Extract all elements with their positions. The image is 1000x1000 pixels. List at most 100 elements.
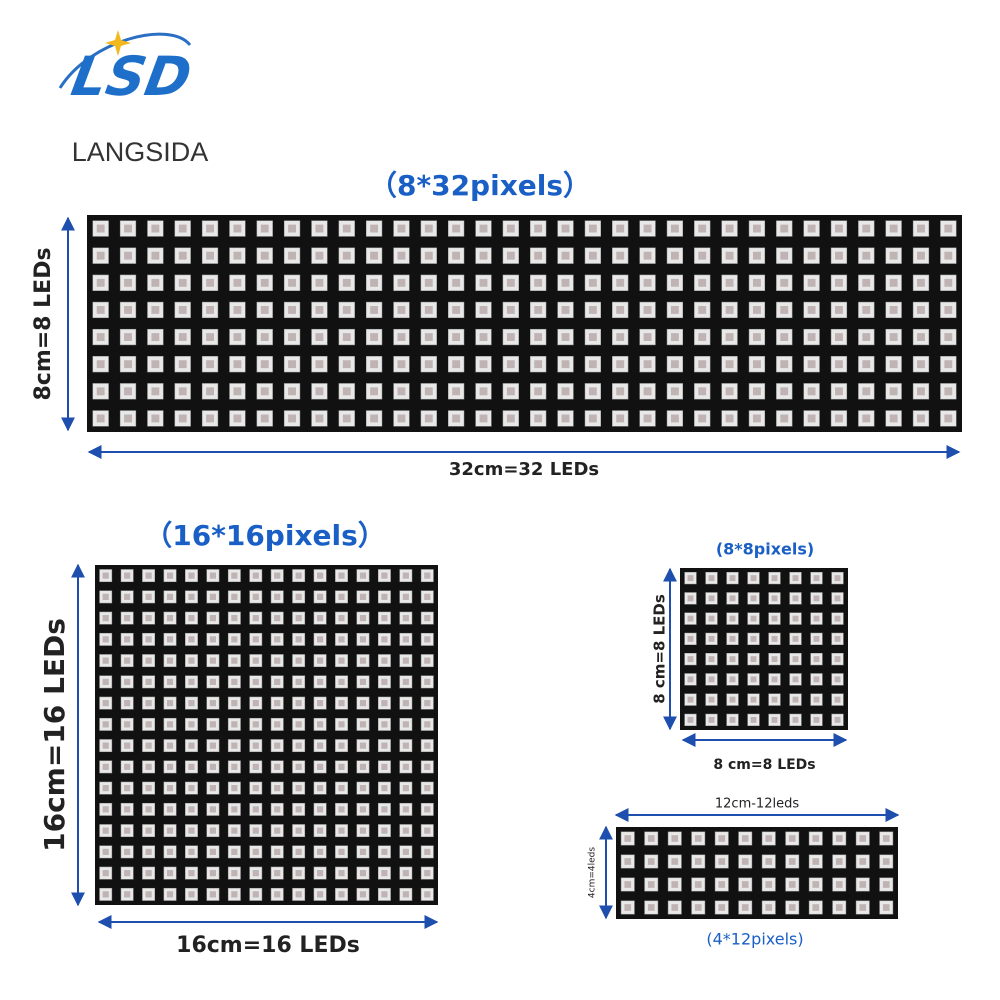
led-chip <box>812 904 820 911</box>
led-chip <box>145 827 152 834</box>
led-chip <box>124 700 131 707</box>
led-chip <box>698 306 707 314</box>
led-chip <box>402 615 409 622</box>
led-chip <box>397 306 406 314</box>
led-chip <box>315 360 324 369</box>
led-chip <box>102 870 109 877</box>
led-chip <box>792 595 799 602</box>
led-chip <box>670 306 679 314</box>
led-chip <box>370 387 379 396</box>
led-chip <box>317 763 324 770</box>
led-chip <box>124 721 131 728</box>
led-chip <box>145 657 152 664</box>
led-chip <box>882 904 890 911</box>
height-label: 4cm=4leds <box>588 847 598 898</box>
led-chip <box>295 700 302 707</box>
led-chip <box>206 278 214 287</box>
led-chip <box>788 835 796 842</box>
led-chip <box>295 572 302 579</box>
led-chip <box>102 742 109 749</box>
led-chip <box>813 676 820 683</box>
led-chip <box>424 785 431 792</box>
led-chip <box>835 904 843 911</box>
led-chip <box>260 360 269 369</box>
led-chip <box>233 387 242 396</box>
led-chip <box>643 387 652 396</box>
led-chip <box>771 635 778 642</box>
led-chip <box>102 763 109 770</box>
led-chip <box>317 572 324 579</box>
led-chip <box>862 306 871 314</box>
led-chip <box>145 636 152 643</box>
led-chip <box>338 870 345 877</box>
led-chip <box>102 572 109 579</box>
led-chip <box>402 700 409 707</box>
led-chip <box>725 251 734 260</box>
led-chip <box>729 635 736 642</box>
led-chip <box>771 676 778 683</box>
led-chip <box>424 870 431 877</box>
led-chip <box>561 306 570 314</box>
led-chip <box>209 636 216 643</box>
led-chip <box>647 881 655 888</box>
led-chip <box>295 785 302 792</box>
led-chip <box>274 593 281 600</box>
led-chip <box>424 360 433 369</box>
led-chip <box>145 593 152 600</box>
led-chip <box>765 904 773 911</box>
panel-title: （16*16pixels） <box>144 519 386 552</box>
led-chip <box>687 635 694 642</box>
led-chip <box>338 806 345 813</box>
led-chip <box>917 387 925 396</box>
led-chip <box>807 224 816 233</box>
led-chip <box>231 678 238 685</box>
led-chip <box>317 636 324 643</box>
led-chip <box>166 657 174 664</box>
led-chip <box>771 575 778 582</box>
led-chip <box>145 848 152 855</box>
led-chip <box>274 700 281 707</box>
led-board <box>680 568 848 730</box>
led-chip <box>359 742 367 749</box>
led-chip <box>752 306 761 314</box>
led-chip <box>813 635 820 642</box>
led-chip <box>750 575 757 582</box>
led-chip <box>534 387 543 396</box>
led-chip <box>944 333 953 341</box>
led-chip <box>402 763 409 770</box>
led-chip <box>96 224 105 233</box>
led-chip <box>687 696 694 703</box>
led-chip <box>166 891 174 898</box>
led-chip <box>178 306 187 314</box>
led-chip <box>698 333 707 341</box>
led-chip <box>834 615 841 622</box>
led-chip <box>166 827 174 834</box>
logo-mark: LSD <box>67 44 196 108</box>
led-chip <box>338 657 345 664</box>
led-chip <box>231 848 238 855</box>
led-chip <box>643 306 652 314</box>
led-chip <box>616 360 625 369</box>
led-chip <box>124 742 131 749</box>
led-chip <box>233 360 242 369</box>
led-chip <box>381 657 388 664</box>
led-chip <box>102 806 109 813</box>
led-chip <box>274 827 281 834</box>
led-chip <box>835 414 843 423</box>
led-chip <box>835 835 843 842</box>
led-chip <box>771 696 778 703</box>
led-chip <box>124 224 132 233</box>
led-chip <box>166 848 174 855</box>
led-chip <box>252 785 259 792</box>
led-chip <box>616 414 625 423</box>
led-chip <box>708 575 715 582</box>
led-chip <box>252 827 259 834</box>
logo: LSD LANGSIDA <box>58 30 208 167</box>
led-chip <box>317 848 324 855</box>
led-chip <box>124 306 132 314</box>
led-chip <box>381 572 388 579</box>
led-chip <box>402 870 409 877</box>
led-chip <box>252 615 259 622</box>
led-chip <box>561 387 570 396</box>
led-chip <box>402 657 409 664</box>
